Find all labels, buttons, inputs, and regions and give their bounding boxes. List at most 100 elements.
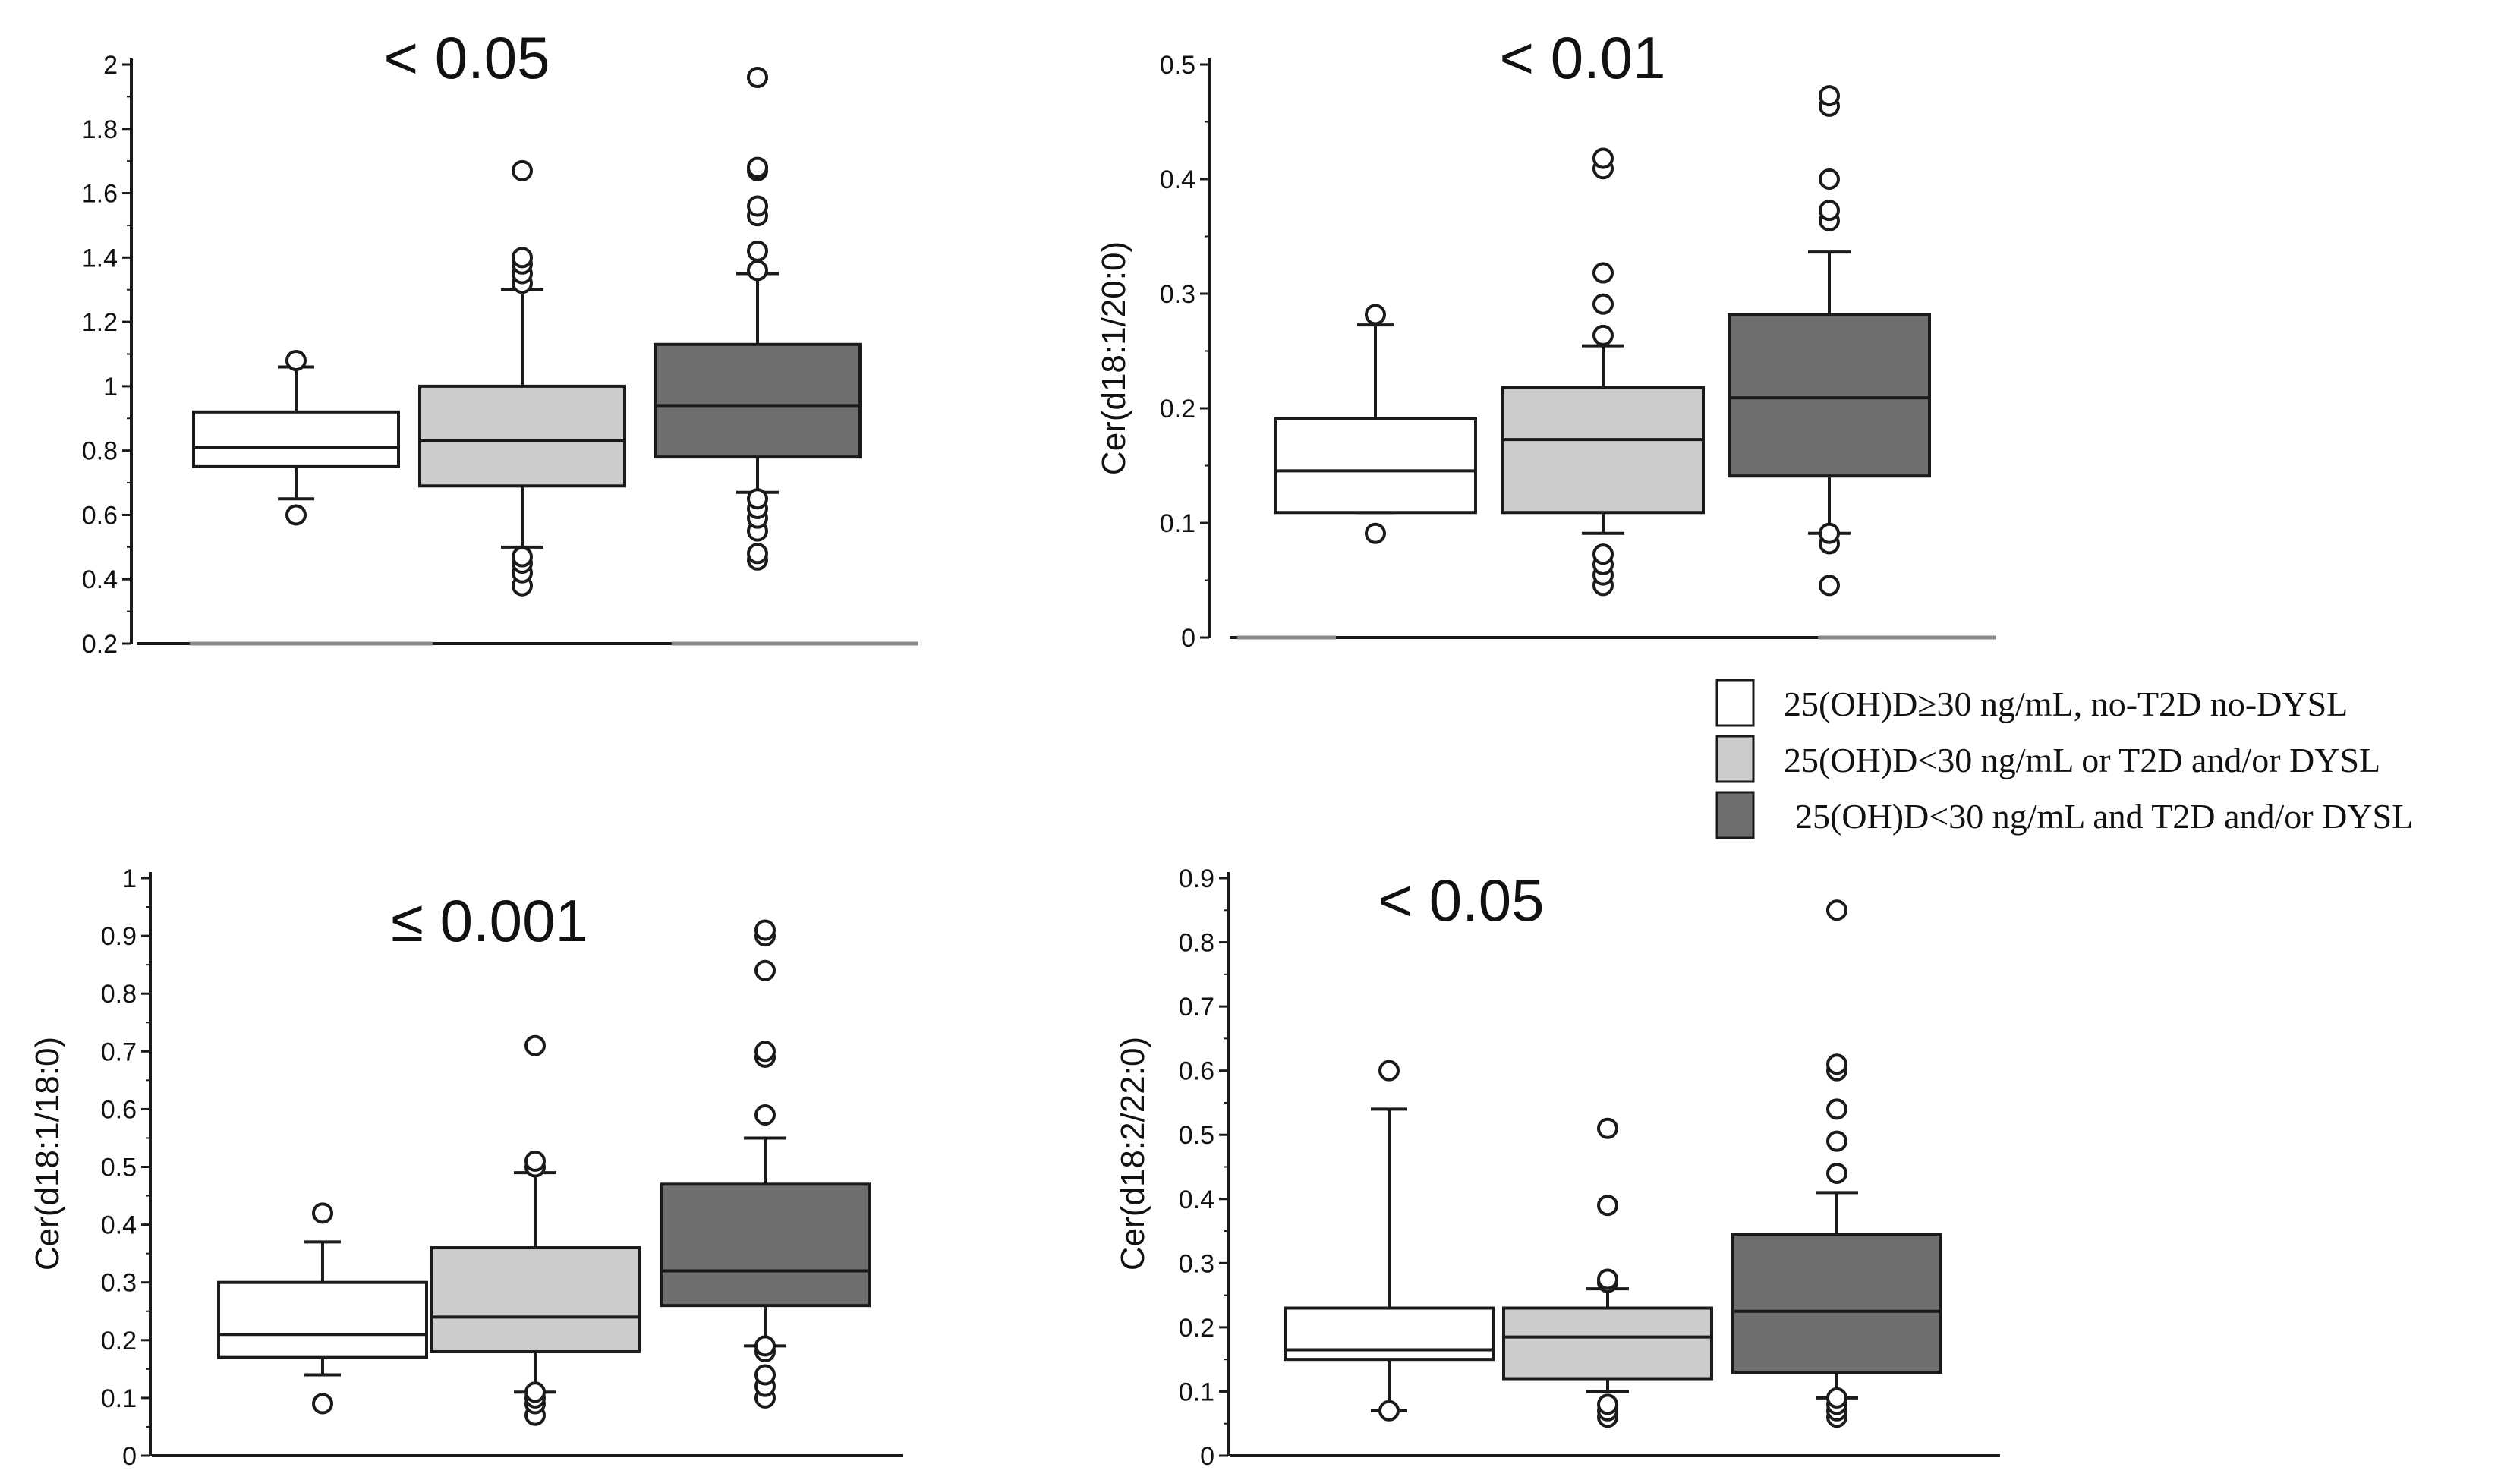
- outlier-point: [754, 1041, 776, 1063]
- y-tick-label: 0.1: [1160, 509, 1195, 538]
- outlier-point: [1826, 1130, 1847, 1152]
- outlier-point: [1592, 147, 1614, 169]
- panel-3-pvalue: ≤ 0.001: [391, 887, 588, 954]
- y-tick-label: 0.4: [1160, 165, 1195, 194]
- y-tick-label: 0.5: [1179, 1121, 1214, 1150]
- outlier-point: [1592, 324, 1614, 346]
- y-tick-label: 0.3: [1160, 280, 1195, 309]
- box-group-2: [1501, 386, 1705, 515]
- y-tick-label: 0.6: [1179, 1057, 1214, 1086]
- y-tick-label: 0.4: [82, 565, 118, 594]
- box-group-3: [660, 1182, 871, 1308]
- outlier-point: [1378, 1060, 1400, 1082]
- outlier-point: [747, 488, 768, 510]
- y-tick-label: 0.8: [1179, 929, 1214, 958]
- y-tick-label: 0.5: [101, 1154, 137, 1182]
- outlier-point: [1819, 522, 1840, 544]
- y-tick-label: 0.2: [101, 1327, 137, 1355]
- outlier-point: [524, 1381, 546, 1403]
- outlier-point: [512, 159, 533, 181]
- outlier-point: [524, 1150, 546, 1172]
- outlier-point: [747, 66, 768, 88]
- outlier-point: [754, 959, 776, 981]
- outlier-point: [747, 195, 768, 217]
- outlier-point: [1826, 1162, 1847, 1184]
- outlier-point: [747, 260, 768, 282]
- box-group-2: [418, 384, 626, 488]
- y-tick-label: 0.7: [1179, 993, 1214, 1022]
- outlier-point: [754, 1364, 776, 1386]
- box-group-3: [1731, 1233, 1942, 1374]
- y-tick-label: 1: [103, 373, 118, 401]
- panel-3-ylabel: Cer(d18:1/18:0): [29, 1037, 66, 1270]
- panel-1-pvalue: < 0.05: [383, 24, 550, 91]
- outlier-point: [1819, 85, 1840, 107]
- outlier-point: [747, 543, 768, 565]
- outlier-point: [1592, 262, 1614, 284]
- panel-4-plot: 0 0.1 0.2 0.3 0.4 0.5 0.6 0.7 0.8 0.9: [1179, 864, 2000, 1471]
- legend-label-2: 25(OH)D<30 ng/mL or T2D and/or DYSL: [1784, 741, 2380, 779]
- y-tick-label: 0.9: [1179, 864, 1214, 893]
- outlier-point: [1378, 1400, 1400, 1422]
- y-tick-label: 0.5: [1160, 51, 1195, 80]
- box-group-3: [654, 342, 862, 459]
- y-tick-label: 0.4: [101, 1211, 137, 1240]
- box-group-2: [1502, 1306, 1713, 1381]
- outlier-point: [1365, 522, 1386, 544]
- y-tick-label: 0.8: [82, 437, 118, 466]
- y-tick-label: 0.9: [101, 922, 137, 951]
- panel-2-plot: 0 0.1 0.2 0.3 0.4 0.5: [1160, 51, 1996, 653]
- outlier-point: [754, 1335, 776, 1357]
- box-group-1: [1274, 417, 1477, 515]
- y-tick-label: 0.3: [101, 1269, 137, 1298]
- panel-2-ylabel: Cer(d18:1/20:0): [1095, 241, 1132, 475]
- outlier-point: [312, 1393, 333, 1415]
- y-tick-label: 0.3: [1179, 1249, 1214, 1278]
- outlier-point: [512, 546, 533, 568]
- outlier-point: [1592, 543, 1614, 565]
- box-group-1: [1284, 1306, 1495, 1362]
- outlier-point: [747, 240, 768, 262]
- y-tick-label: 0: [1200, 1442, 1214, 1471]
- panel-1: 0.2 0.4 0.6 0.8 1 1.2 1.4 1.6 1.8 2 < 0.05: [82, 24, 918, 659]
- outlier-point: [312, 1202, 333, 1224]
- y-tick-label: 0: [122, 1442, 137, 1471]
- outlier-point: [747, 156, 768, 178]
- outlier-point: [285, 504, 307, 526]
- y-tick-label: 1.2: [82, 308, 118, 337]
- y-tick-label: 0.7: [101, 1037, 137, 1066]
- outlier-point: [1365, 304, 1386, 326]
- y-tick-label: 1.4: [82, 244, 118, 272]
- box-group-2: [430, 1246, 641, 1354]
- outlier-point: [1592, 293, 1614, 315]
- y-tick-label: 0.4: [1179, 1185, 1214, 1214]
- outlier-point: [1597, 1393, 1618, 1415]
- legend-swatch-1: [1715, 679, 1755, 727]
- outlier-point: [1819, 168, 1840, 190]
- panel-4-ylabel: Cer(d18:2/22:0): [1114, 1037, 1151, 1270]
- panel-3-plot: 0 0.1 0.2 0.3 0.4 0.5 0.6 0.7 0.8 0.9 1: [101, 864, 903, 1471]
- box-group-3: [1728, 313, 1931, 478]
- outlier-point: [1597, 1195, 1618, 1217]
- outlier-point: [1826, 1053, 1847, 1075]
- y-tick-label: 0.2: [1179, 1314, 1214, 1343]
- legend-swatch-2: [1715, 735, 1755, 783]
- legend: 25(OH)D≥30 ng/mL, no-T2D no-DYSL 25(OH)D…: [1715, 679, 2413, 839]
- outlier-point: [1597, 1117, 1618, 1139]
- panel-1-plot: 0.2 0.4 0.6 0.8 1 1.2 1.4 1.6 1.8 2: [82, 51, 918, 659]
- box-group-1: [217, 1280, 428, 1359]
- outlier-point: [524, 1034, 546, 1056]
- outlier-point: [512, 247, 533, 269]
- y-tick-label: 0: [1181, 624, 1195, 653]
- outlier-point: [1819, 200, 1840, 222]
- outlier-point: [1819, 575, 1840, 597]
- y-tick-label: 1.6: [82, 180, 118, 209]
- y-tick-label: 0.6: [82, 501, 118, 530]
- outlier-point: [754, 919, 776, 941]
- y-tick-label: 0.8: [101, 980, 137, 1009]
- panel-3: 0 0.1 0.2 0.3 0.4 0.5 0.6 0.7 0.8 0.9 1 ≤ 0.001 Ce…: [29, 864, 903, 1471]
- y-tick-label: 0.1: [1179, 1378, 1214, 1406]
- panel-4-pvalue: < 0.05: [1378, 867, 1544, 934]
- legend-label-3: 25(OH)D<30 ng/mL and T2D and/or DYSL: [1795, 797, 2413, 836]
- y-tick-label: 1: [122, 864, 137, 893]
